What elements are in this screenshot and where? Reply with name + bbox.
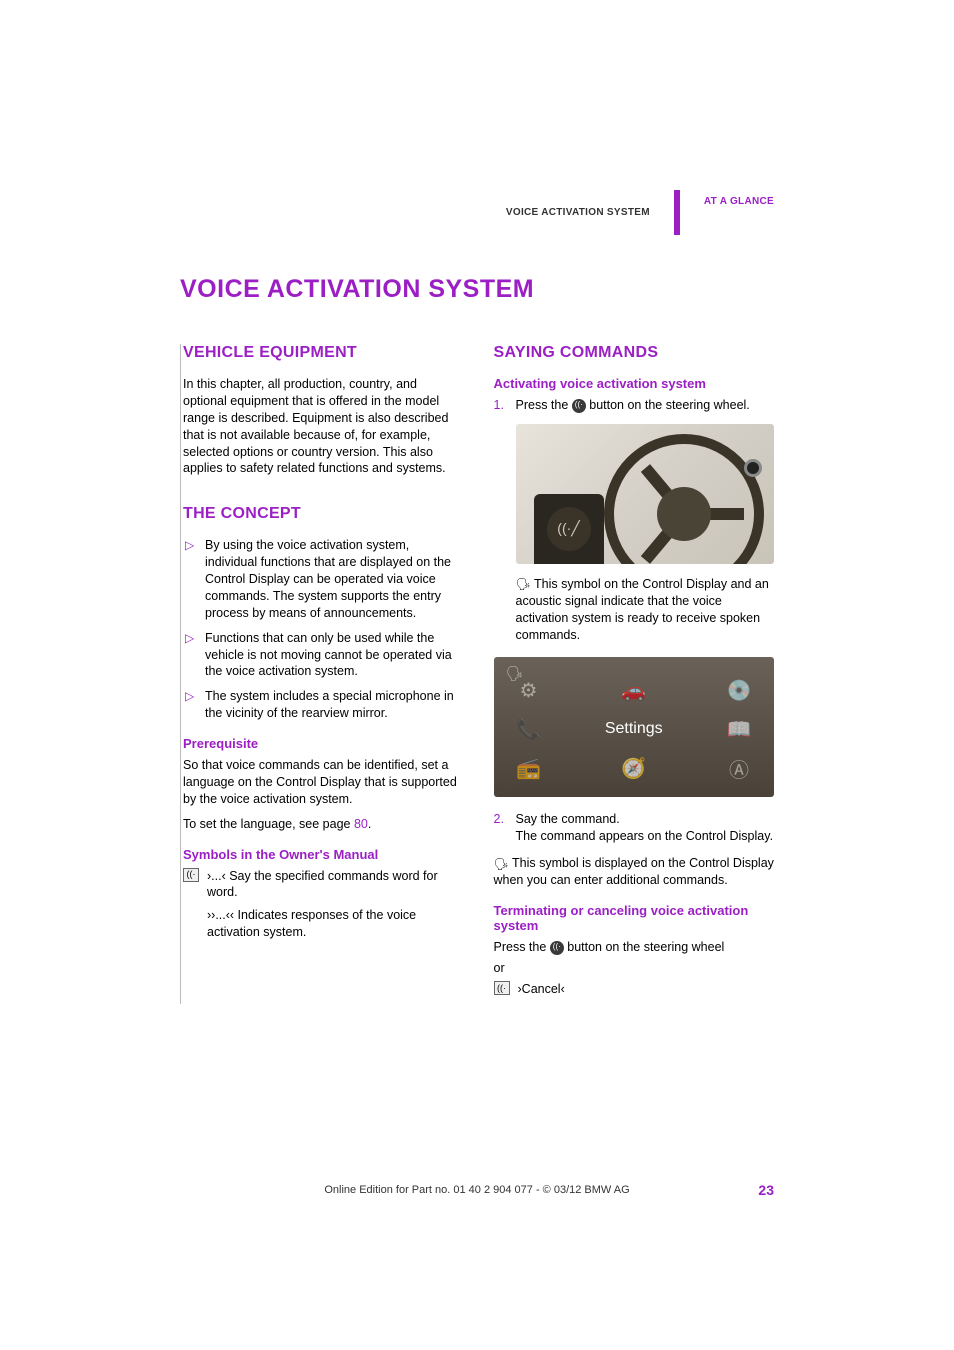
activating-steps-2: 2. Say the command. The command appears … <box>494 811 775 845</box>
heading-terminating: Terminating or canceling voice activatio… <box>494 903 775 933</box>
equipment-body: In this chapter, all production, country… <box>183 376 464 477</box>
voice-button-closeup-icon: ((·╱ <box>547 507 591 551</box>
ready-symbol-body: This symbol on the Control Display and a… <box>516 577 769 642</box>
step1-post: button on the steering wheel. <box>586 398 750 412</box>
voice-button-closeup: ((·╱ <box>534 494 604 564</box>
prereq-body2: To set the language, see page 80. <box>183 816 464 833</box>
concept-bullets: By using the voice activation system, in… <box>183 537 464 722</box>
breadcrumb-right: AT A GLANCE <box>674 190 774 235</box>
display-nav-icon: 🧭 <box>621 756 646 781</box>
display-media-icon: 💿 <box>727 678 752 703</box>
page-title: VOICE ACTIVATION SYSTEM <box>180 275 774 304</box>
ready-symbol-text: 🗣 This symbol on the Control Display and… <box>494 576 775 644</box>
step-number-1: 1. <box>494 397 504 414</box>
concept-bullet-2: Functions that can only be used while th… <box>183 630 464 681</box>
concept-bullet-3: The system includes a special microphone… <box>183 688 464 722</box>
additional-commands-body: This symbol is displayed on the Control … <box>494 856 774 887</box>
control-display-image: 🗣 ⚙ 🚗 💿 📞 Settings 📖 📻 🧭 Ⓐ <box>494 657 775 797</box>
display-book-icon: 📖 <box>727 717 752 742</box>
page-link-80[interactable]: 80 <box>354 817 368 831</box>
cancel-command-text: ›Cancel‹ <box>518 981 775 998</box>
header-bar: VOICE ACTIVATION SYSTEM AT A GLANCE <box>180 190 774 235</box>
symbol-row-response-text: ››...‹‹ Indicates responses of the voice… <box>207 907 464 941</box>
symbol-row-say: ((· ›...‹ Say the specified commands wor… <box>183 868 464 902</box>
heading-activating: Activating voice activation system <box>494 376 775 391</box>
voice-button-icon: ((· <box>572 399 586 413</box>
terminating-body: Press the ((· button on the steering whe… <box>494 939 775 956</box>
page-number: 23 <box>758 1182 774 1198</box>
symbol-row-say-text: ›...‹ Say the specified commands word fo… <box>207 868 464 902</box>
speech-additional-icon: 🗣 <box>494 856 509 872</box>
activating-steps-1: 1. Press the ((· button on the steering … <box>494 397 775 414</box>
steering-wheel-image: ((·╱ <box>516 424 775 564</box>
symbol-row-response: ››...‹‹ Indicates responses of the voice… <box>183 907 464 941</box>
prereq-body1: So that voice commands can be identified… <box>183 757 464 808</box>
voice-say-icon: ((· <box>183 868 199 882</box>
right-column: SAYING COMMANDS Activating voice activat… <box>494 344 775 1004</box>
term-pre: Press the <box>494 940 550 954</box>
left-column: VEHICLE EQUIPMENT In this chapter, all p… <box>180 344 464 1004</box>
step-2: 2. Say the command. The command appears … <box>494 811 775 845</box>
step2-b: The command appears on the Control Displ… <box>516 829 774 843</box>
concept-bullet-1: By using the voice activation system, in… <box>183 537 464 621</box>
steering-wheel-shape <box>604 434 764 564</box>
speech-ready-icon: 🗣 <box>516 576 531 592</box>
heading-saying-commands: SAYING COMMANDS <box>494 344 775 362</box>
display-radio-icon: 📻 <box>516 756 541 781</box>
step1-pre: Press the <box>516 398 572 412</box>
display-connected-icon: Ⓐ <box>729 754 749 783</box>
term-post: button on the steering wheel <box>564 940 725 954</box>
heading-symbols: Symbols in the Owner's Manual <box>183 847 464 862</box>
display-phone-icon: 📞 <box>516 717 541 742</box>
breadcrumb-left: VOICE ACTIVATION SYSTEM <box>506 190 674 235</box>
terminating-or: or <box>494 960 775 977</box>
additional-commands-text: 🗣 This symbol is displayed on the Contro… <box>494 855 775 889</box>
heading-vehicle-equipment: VEHICLE EQUIPMENT <box>183 344 464 362</box>
display-car-icon: 🚗 <box>621 678 646 703</box>
heading-the-concept: THE CONCEPT <box>183 505 464 523</box>
step-1: 1. Press the ((· button on the steering … <box>494 397 775 414</box>
step2-a: Say the command. <box>516 812 620 826</box>
voice-say-icon: ((· <box>494 981 510 995</box>
heading-prerequisite: Prerequisite <box>183 736 464 751</box>
display-gear-icon: ⚙ <box>520 678 538 703</box>
prereq-pre: To set the language, see page <box>183 817 354 831</box>
prereq-post: . <box>368 817 371 831</box>
cancel-command-row: ((· ›Cancel‹ <box>494 981 775 998</box>
display-settings-label: Settings <box>605 720 663 738</box>
mini-badge-icon <box>744 459 762 477</box>
footer-text: Online Edition for Part no. 01 40 2 904 … <box>0 1184 954 1196</box>
voice-button-icon: ((· <box>550 941 564 955</box>
step-number-2: 2. <box>494 811 504 828</box>
